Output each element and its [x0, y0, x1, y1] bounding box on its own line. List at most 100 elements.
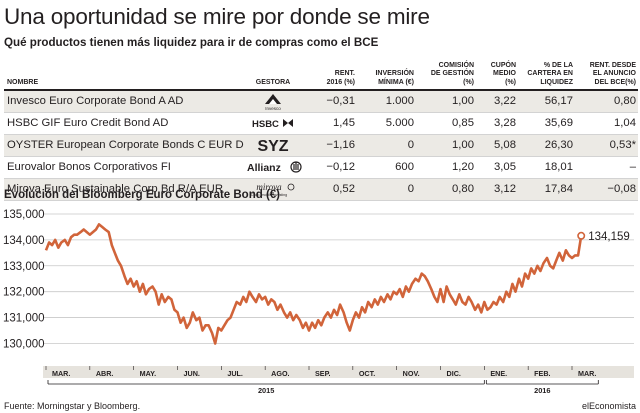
year-label: 2016: [534, 386, 550, 395]
x-tick-label: JUN.: [184, 369, 200, 378]
cell-inversion-minima: 5.000: [385, 117, 414, 129]
header-rent-bce: RENT. DESDE EL ANUNCIO DEL BCE(%): [589, 61, 636, 86]
cell-rent-2016: −0,31: [326, 95, 355, 107]
cell-comision: 1,20: [452, 161, 474, 173]
cell-cupon: 3,22: [494, 95, 516, 107]
header-cupon: CUPÓN MEDIO (%): [490, 61, 516, 86]
end-point: [577, 231, 586, 240]
x-axis-ticks: MAR. ABR. MAY. JUN. JUL. AGO. SEP. OCT. NOV. DIC.…: [45, 366, 599, 395]
svg-text:HSBC: HSBC: [252, 119, 279, 130]
header-inversion-minima: INVERSIÓN MÍNIMA (€): [375, 70, 414, 86]
end-value-label: 134,159: [588, 231, 630, 243]
cell-comision: 1,00: [452, 139, 474, 151]
x-tick-label: ENE.: [490, 369, 507, 378]
svg-text:Allianz: Allianz: [247, 162, 281, 174]
cell-cupon: 3,12: [494, 183, 516, 195]
table-row: HSBC GIF Euro Credit Bond AD HSBC 1,45 5.00…: [4, 113, 638, 135]
y-tick-label: 133,000: [3, 261, 45, 273]
cell-rent-bce: 0,53*: [609, 139, 636, 151]
x-tick-label: OCT.: [359, 369, 375, 378]
end-marker: 134,159: [577, 231, 630, 243]
table-header: NOMBRE GESTORA RENT. 2016 (%) INVERSIÓN MÍ…: [4, 53, 638, 91]
cell-cartera: 56,17: [544, 95, 573, 107]
brand-logo: elEconomista: [581, 401, 636, 411]
y-tick-label: 130,000: [3, 338, 45, 350]
x-tick-label: SEP.: [315, 369, 330, 378]
cell-inversion-minima: 600: [395, 161, 414, 173]
year-label: 2015: [258, 386, 274, 395]
cell-cartera: 17,84: [544, 183, 573, 195]
cell-rent-bce: −0,08: [607, 183, 636, 195]
cell-nombre: HSBC GIF Euro Credit Bond AD: [7, 117, 169, 129]
svg-text:mirova: mirova: [256, 182, 282, 192]
gridlines: [44, 213, 634, 344]
y-tick-label: 134,000: [3, 235, 45, 247]
cell-cupon: 3,28: [494, 117, 516, 129]
cell-rent-2016: 0,52: [333, 183, 355, 195]
mirova-logo: mirova Coop. mobile investing: [236, 179, 310, 200]
header-cartera: % DE LA CARTERA EN LIQUIDEZ: [527, 61, 573, 86]
source-note: Fuente: Morningstar y Bloomberg.: [4, 401, 141, 411]
series-line: [44, 223, 583, 345]
header-comision: COMISIÓN DE GESTIÓN (%): [430, 61, 474, 86]
header-gestora: GESTORA: [255, 78, 291, 86]
hsbc-logo: HSBC: [236, 113, 310, 134]
series-group: [44, 223, 583, 345]
cell-cartera: 18,01: [544, 161, 573, 173]
svg-text:Coop. mobile investing: Coop. mobile investing: [251, 193, 287, 197]
header-nombre: NOMBRE: [7, 78, 39, 86]
table-row: Invesco Euro Corporate Bond A AD Invesco −…: [4, 91, 638, 113]
cell-rent-bce: –: [629, 161, 636, 173]
invesco-mark-icon: Invesco: [265, 94, 281, 111]
cell-comision: 1,00: [452, 95, 474, 107]
page-subtitle: Qué productos tienen más liquidez para i…: [4, 36, 379, 49]
cell-inversion-minima: 0: [407, 139, 414, 151]
y-tick-label: 132,000: [3, 287, 45, 299]
cell-rent-bce: 1,04: [614, 117, 636, 129]
svg-text:Invesco: Invesco: [265, 106, 281, 111]
x-tick-label: FEB.: [534, 369, 550, 378]
syz-logo: SYZ: [236, 135, 310, 156]
syz-mark-icon: SYZ: [257, 138, 288, 155]
page-title: Una oportunidad se mire por donde se mir…: [4, 4, 430, 29]
cell-inversion-minima: 1.000: [385, 95, 414, 107]
x-tick-label: MAY.: [140, 369, 157, 378]
cell-nombre: Mirova Euro Sustainable Corp Bd R/A EUR: [7, 183, 223, 195]
cell-nombre: OYSTER European Corporate Bonds C EUR D: [7, 139, 244, 151]
invesco-logo: Invesco: [236, 91, 310, 112]
x-tick-label: ABR.: [96, 369, 114, 378]
x-tick-label: NOV.: [403, 369, 420, 378]
y-tick-label: 135,000: [3, 209, 45, 221]
y-axis-ticks: 135,000 134,000 133,000 132,000 131,000 130,0…: [3, 209, 45, 350]
cell-rent-2016: −0,12: [326, 161, 355, 173]
hsbc-mark-icon: HSBC: [252, 119, 293, 130]
cell-rent-2016: −1,16: [326, 139, 355, 151]
cell-cupon: 5,08: [494, 139, 516, 151]
cell-comision: 0,85: [452, 117, 474, 129]
header-rent-2016: RENT. 2016 (%): [326, 70, 355, 86]
x-tick-label: DIC.: [447, 369, 461, 378]
cell-inversion-minima: 0: [407, 183, 414, 195]
cell-nombre: Eurovalor Bonos Corporativos FI: [7, 161, 171, 173]
funds-table: NOMBRE GESTORA RENT. 2016 (%) INVERSIÓN MÍ…: [4, 53, 638, 201]
table-row: OYSTER European Corporate Bonds C EUR D S…: [4, 135, 638, 157]
cell-comision: 0,80: [452, 183, 474, 195]
chart-title: Evolución del Bloomberg Euro Corporate B…: [4, 189, 281, 201]
x-tick-label: MAR.: [578, 369, 596, 378]
allianz-logo: Allianz: [236, 157, 310, 178]
table-row: Eurovalor Bonos Corporativos FI Allianz −0…: [4, 157, 638, 179]
cell-cartera: 35,69: [544, 117, 573, 129]
table-row: Mirova Euro Sustainable Corp Bd R/A EUR m…: [4, 179, 638, 201]
cell-rent-bce: 0,80: [614, 95, 636, 107]
table-body: Invesco Euro Corporate Bond A AD Invesco −…: [4, 91, 638, 201]
x-tick-label: AGO.: [271, 369, 289, 378]
y-tick-label: 131,000: [3, 313, 45, 325]
cell-rent-2016: 1,45: [333, 117, 355, 129]
cell-cupon: 3,05: [494, 161, 516, 173]
x-tick-label: MAR.: [52, 369, 70, 378]
cell-nombre: Invesco Euro Corporate Bond A AD: [7, 95, 184, 107]
allianz-mark-icon: Allianz: [247, 161, 302, 174]
x-axis-band: [43, 366, 634, 378]
x-tick-label: JUL.: [227, 369, 243, 378]
